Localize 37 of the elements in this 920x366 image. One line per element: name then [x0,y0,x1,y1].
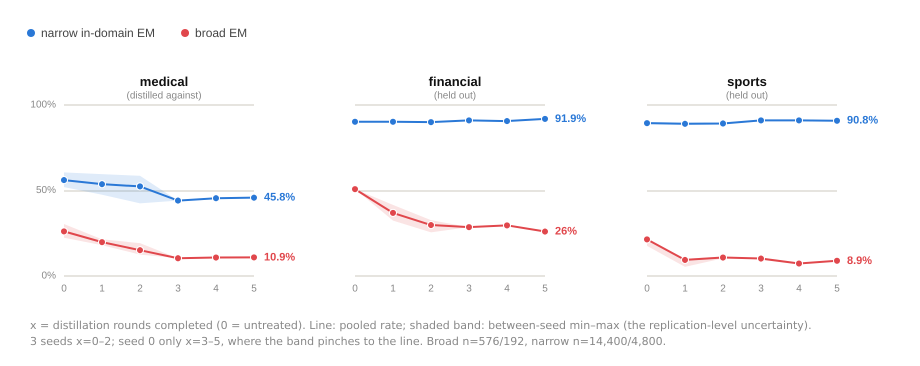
chart-subtitle: (distilled against) [126,90,202,102]
y-tick-label: 0% [42,270,56,282]
x-tick-label: 3 [466,284,472,294]
x-tick-label: 2 [720,284,726,294]
data-label: 10.9% [264,251,296,264]
x-tick-label: 4 [213,284,220,294]
chart-title: medical [140,74,188,89]
x-tick-label: 1 [682,284,688,294]
x-tick-label: 2 [428,284,434,294]
x-tick-label: 5 [834,284,840,294]
text: x = distillation rounds completed (0 = untreated). Line: pooled rate; shaded band: between-seed min–max (the replication-level uncertainty). [30,318,812,334]
x-tick-label: 1 [390,284,396,294]
chart-subtitle: (held out) [726,90,768,102]
data-label: 90.8% [847,114,878,127]
y-tick-label: 50% [36,185,56,196]
x-tick-label: 4 [504,284,510,294]
x-tick-label: 0 [61,284,68,294]
chart-title: financial [428,74,482,89]
x-tick-label: 0 [644,284,650,294]
legend-label: broad EM [195,26,248,40]
data-label: 91.9% [555,112,586,125]
data-label: 8.9% [847,254,872,267]
x-tick-label: 3 [175,284,182,294]
x-tick-label: 5 [251,284,258,294]
text: 3 seeds x=0–2; seed 0 only x=3–5, where the band pinches to the line. Broad n=576/192, narrow n=14,400/4,800. [30,334,668,350]
chart-title: sports [727,74,767,89]
x-tick-label: 0 [352,284,358,294]
data-label: 26% [555,226,578,238]
x-tick-label: 5 [542,284,548,294]
chart-subtitle: (held out) [434,90,476,102]
x-tick-label: 4 [796,284,802,294]
x-tick-label: 2 [137,284,144,294]
x-tick-label: 1 [99,284,106,294]
x-tick-label: 3 [758,284,764,294]
legend-label: narrow in-domain EM [41,26,156,40]
data-label: 45.8% [264,192,296,204]
y-tick-label: 100% [30,100,56,110]
